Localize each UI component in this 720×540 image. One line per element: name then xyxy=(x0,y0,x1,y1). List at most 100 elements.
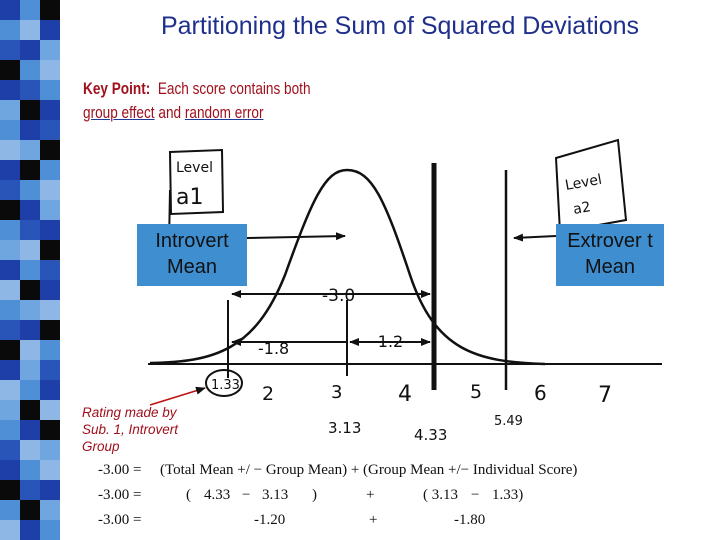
individual-deviation-label: -1.8 xyxy=(258,339,289,358)
strip-tile xyxy=(20,140,40,160)
strip-tile xyxy=(20,240,40,260)
strip-tile xyxy=(0,180,20,200)
strip-tile xyxy=(40,460,60,480)
eq2-plus: + xyxy=(366,487,375,503)
tick-6: 6 xyxy=(534,381,547,405)
rating-note-line3: Group xyxy=(82,439,120,454)
eq3-plus: + xyxy=(369,512,378,528)
rating-note-line2: Sub. 1, Introvert xyxy=(82,422,179,437)
strip-tile xyxy=(0,440,20,460)
strip-tile xyxy=(0,520,20,540)
eq2-group-mean-2: ( 3.13 xyxy=(423,487,458,503)
strip-tile xyxy=(40,60,60,80)
strip-tile xyxy=(0,460,20,480)
extrovert-arrow xyxy=(513,233,557,242)
strip-tile xyxy=(40,100,60,120)
strip-tile xyxy=(0,140,20,160)
strip-tile xyxy=(20,340,40,360)
strip-tile xyxy=(20,40,40,60)
strip-tile xyxy=(0,40,20,60)
strip-tile xyxy=(40,380,60,400)
strip-tile xyxy=(40,280,60,300)
extrovert-mean-value: 5.49 xyxy=(494,414,523,429)
level-a2-label: Level a2 xyxy=(554,138,628,234)
strip-tile xyxy=(0,320,20,340)
strip-tile xyxy=(20,120,40,140)
eq2-open: ( xyxy=(186,487,191,503)
random-error-text: random error xyxy=(184,103,264,122)
strip-tile xyxy=(40,20,60,40)
slide-title: Partitioning the Sum of Squared Deviatio… xyxy=(160,12,640,40)
strip-tile xyxy=(40,120,60,140)
strip-tile xyxy=(0,80,20,100)
eq2-total-mean: 4.33 xyxy=(204,487,231,503)
strip-tile xyxy=(20,360,40,380)
strip-tile xyxy=(20,320,40,340)
introvert-mean-value: 3.13 xyxy=(328,419,361,437)
eq2-individual-score: 1.33) xyxy=(492,487,524,503)
tick-2: 2 xyxy=(262,383,274,405)
strip-tile xyxy=(40,320,60,340)
and-text: and xyxy=(158,103,182,122)
rating-note-line1: Rating made by xyxy=(82,405,177,420)
strip-tile xyxy=(20,400,40,420)
level-a1-label: Level a1 xyxy=(168,148,225,246)
strip-tile xyxy=(40,480,60,500)
strip-tile xyxy=(0,300,20,320)
extrovert-mean-box: Extrover t Mean xyxy=(556,224,664,286)
group-effect-text: group effect xyxy=(83,103,155,122)
strip-tile xyxy=(40,40,60,60)
strip-tile xyxy=(20,0,40,20)
strip-tile xyxy=(40,500,60,520)
strip-tile xyxy=(20,500,40,520)
strip-tile xyxy=(0,340,20,360)
rating-note: Rating made by Sub. 1, Introvert Group xyxy=(82,404,178,455)
strip-tile xyxy=(0,500,20,520)
strip-tile xyxy=(0,0,20,20)
eq3-lhs: -3.00 = xyxy=(98,512,142,528)
key-point-label: Key Point: xyxy=(83,79,151,98)
strip-tile xyxy=(20,80,40,100)
level-a1-bottom: a1 xyxy=(176,185,203,210)
strip-tile xyxy=(0,220,20,240)
strip-tile xyxy=(20,220,40,240)
tick-1-33: 1.33 xyxy=(211,378,240,393)
strip-tile xyxy=(40,360,60,380)
strip-tile xyxy=(40,160,60,180)
strip-tile xyxy=(40,420,60,440)
strip-tile xyxy=(20,20,40,40)
strip-tile xyxy=(40,140,60,160)
strip-tile xyxy=(40,520,60,540)
strip-tile xyxy=(40,240,60,260)
strip-tile xyxy=(40,260,60,280)
strip-tile xyxy=(0,200,20,220)
strip-tile xyxy=(20,520,40,540)
strip-tile xyxy=(0,60,20,80)
strip-tile xyxy=(20,300,40,320)
strip-tile xyxy=(0,100,20,120)
strip-tile xyxy=(0,360,20,380)
strip-tile xyxy=(40,440,60,460)
strip-tile xyxy=(0,260,20,280)
individual-score-circle xyxy=(205,369,243,397)
strip-tile xyxy=(0,380,20,400)
strip-tile xyxy=(20,420,40,440)
strip-tile xyxy=(20,180,40,200)
strip-tile xyxy=(0,120,20,140)
decorative-tile-strip xyxy=(0,0,60,540)
introvert-arrow xyxy=(246,232,346,241)
strip-tile xyxy=(40,220,60,240)
key-point-line1: Each score contains both xyxy=(157,79,311,98)
axis-ticks: 1.33 2 3 4 5 6 7 xyxy=(211,378,612,408)
strip-tile xyxy=(0,160,20,180)
eq3-group-effect: -1.20 xyxy=(254,512,286,528)
strip-tile xyxy=(20,200,40,220)
strip-tile xyxy=(20,460,40,480)
strip-tile xyxy=(0,20,20,40)
strip-tile xyxy=(40,200,60,220)
bell-curve xyxy=(149,168,546,366)
strip-tile xyxy=(40,300,60,320)
strip-tile xyxy=(20,380,40,400)
tick-5: 5 xyxy=(470,381,482,403)
grand-mean-value: 4.33 xyxy=(414,426,447,444)
